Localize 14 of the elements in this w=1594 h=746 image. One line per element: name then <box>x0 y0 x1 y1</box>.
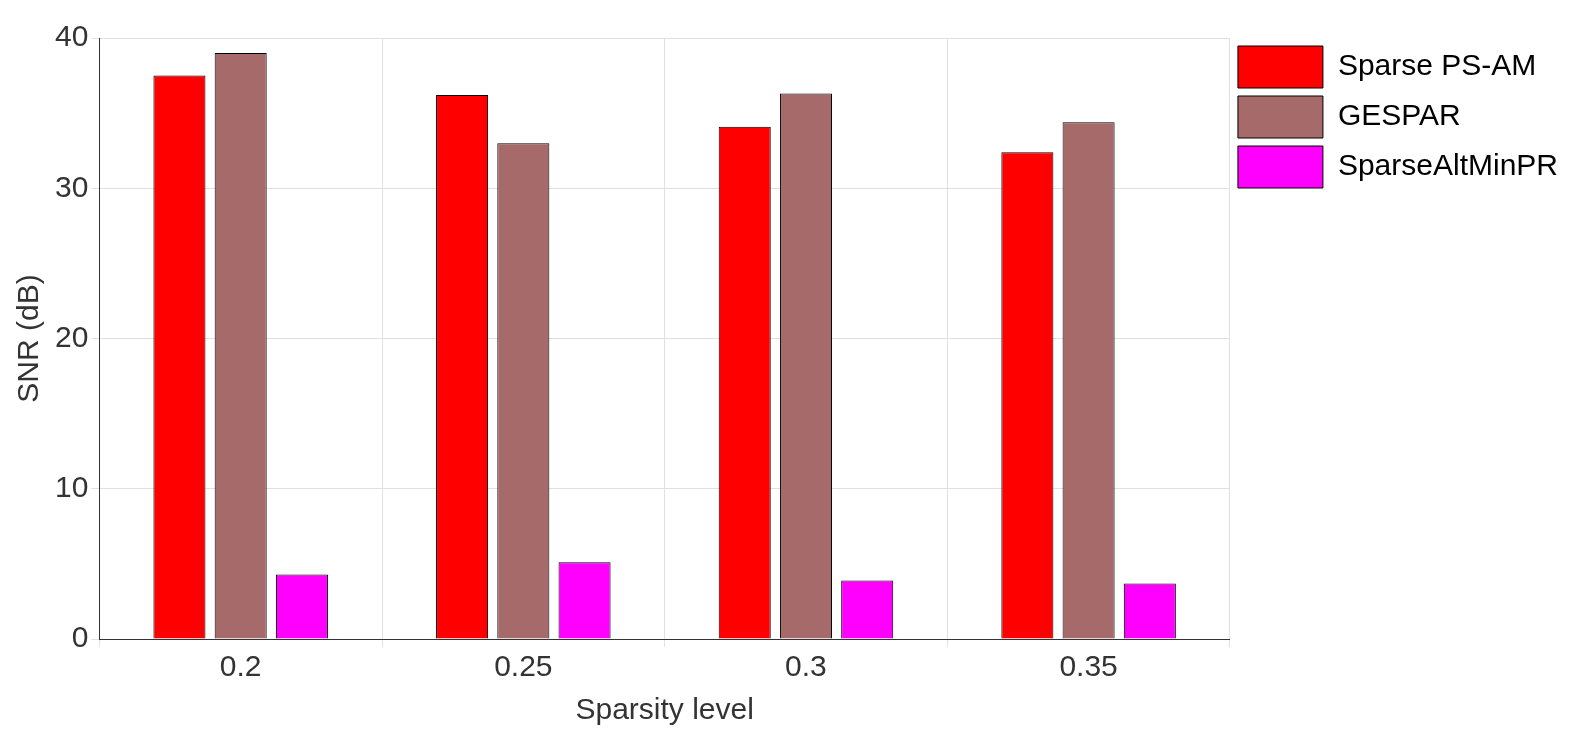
y-tick-label: 10 <box>54 470 89 504</box>
x-tick-label: 0.25 <box>494 649 553 683</box>
x-tick-label: 0.3 <box>785 649 827 683</box>
y-tick-label: 30 <box>54 169 89 203</box>
y-tick-label: 20 <box>54 319 89 353</box>
x-tick-label: 0.35 <box>1059 649 1118 683</box>
legend-label: Sparse PS-AM <box>1337 48 1537 82</box>
legend-label: SparseAltMinPR <box>1337 148 1558 182</box>
legend-label: GESPAR <box>1337 98 1461 132</box>
x-axis-title: Sparsity level <box>575 692 754 726</box>
x-tick-label: 0.2 <box>219 649 262 683</box>
y-axis-title: SNR (dB) <box>11 274 45 403</box>
y-tick-label: 40 <box>54 19 89 53</box>
y-tick-label: 0 <box>71 620 89 654</box>
